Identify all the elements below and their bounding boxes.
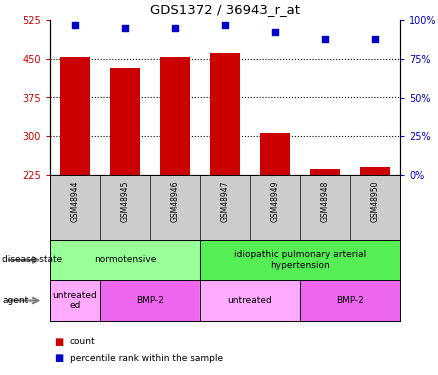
Text: GSM48946: GSM48946 — [170, 180, 180, 222]
Text: untreated: untreated — [228, 296, 272, 305]
Text: GSM48948: GSM48948 — [321, 180, 329, 222]
Text: BMP-2: BMP-2 — [336, 296, 364, 305]
Bar — [200, 280, 300, 321]
Bar — [300, 280, 400, 321]
Title: GDS1372 / 36943_r_at: GDS1372 / 36943_r_at — [150, 3, 300, 16]
Point — [272, 29, 279, 35]
Bar — [160, 57, 190, 175]
Text: GSM48945: GSM48945 — [120, 180, 130, 222]
Text: idiopathic pulmonary arterial
hypertension: idiopathic pulmonary arterial hypertensi… — [234, 250, 366, 270]
Text: GSM48947: GSM48947 — [220, 180, 230, 222]
Bar — [360, 167, 390, 175]
Bar — [260, 133, 290, 175]
Point — [321, 36, 328, 42]
Text: ■: ■ — [54, 354, 64, 363]
Text: untreated
ed: untreated ed — [53, 291, 97, 310]
Text: disease state: disease state — [2, 255, 63, 264]
Bar — [200, 240, 400, 280]
Text: percentile rank within the sample: percentile rank within the sample — [70, 354, 223, 363]
Text: agent: agent — [2, 296, 28, 305]
Bar — [50, 280, 100, 321]
Point — [121, 25, 128, 31]
Point — [371, 36, 378, 42]
Point — [71, 22, 78, 28]
Bar — [50, 240, 200, 280]
Text: count: count — [70, 337, 95, 346]
Text: GSM48949: GSM48949 — [271, 180, 279, 222]
Text: GSM48950: GSM48950 — [371, 180, 379, 222]
Text: BMP-2: BMP-2 — [136, 296, 164, 305]
Bar — [60, 57, 90, 175]
Bar — [110, 68, 140, 175]
Text: normotensive: normotensive — [94, 255, 156, 264]
Bar — [100, 280, 200, 321]
Text: GSM48944: GSM48944 — [71, 180, 80, 222]
Bar — [310, 169, 340, 175]
Point — [222, 22, 229, 28]
Text: ■: ■ — [54, 337, 64, 346]
Point — [172, 25, 179, 31]
Bar — [210, 53, 240, 175]
